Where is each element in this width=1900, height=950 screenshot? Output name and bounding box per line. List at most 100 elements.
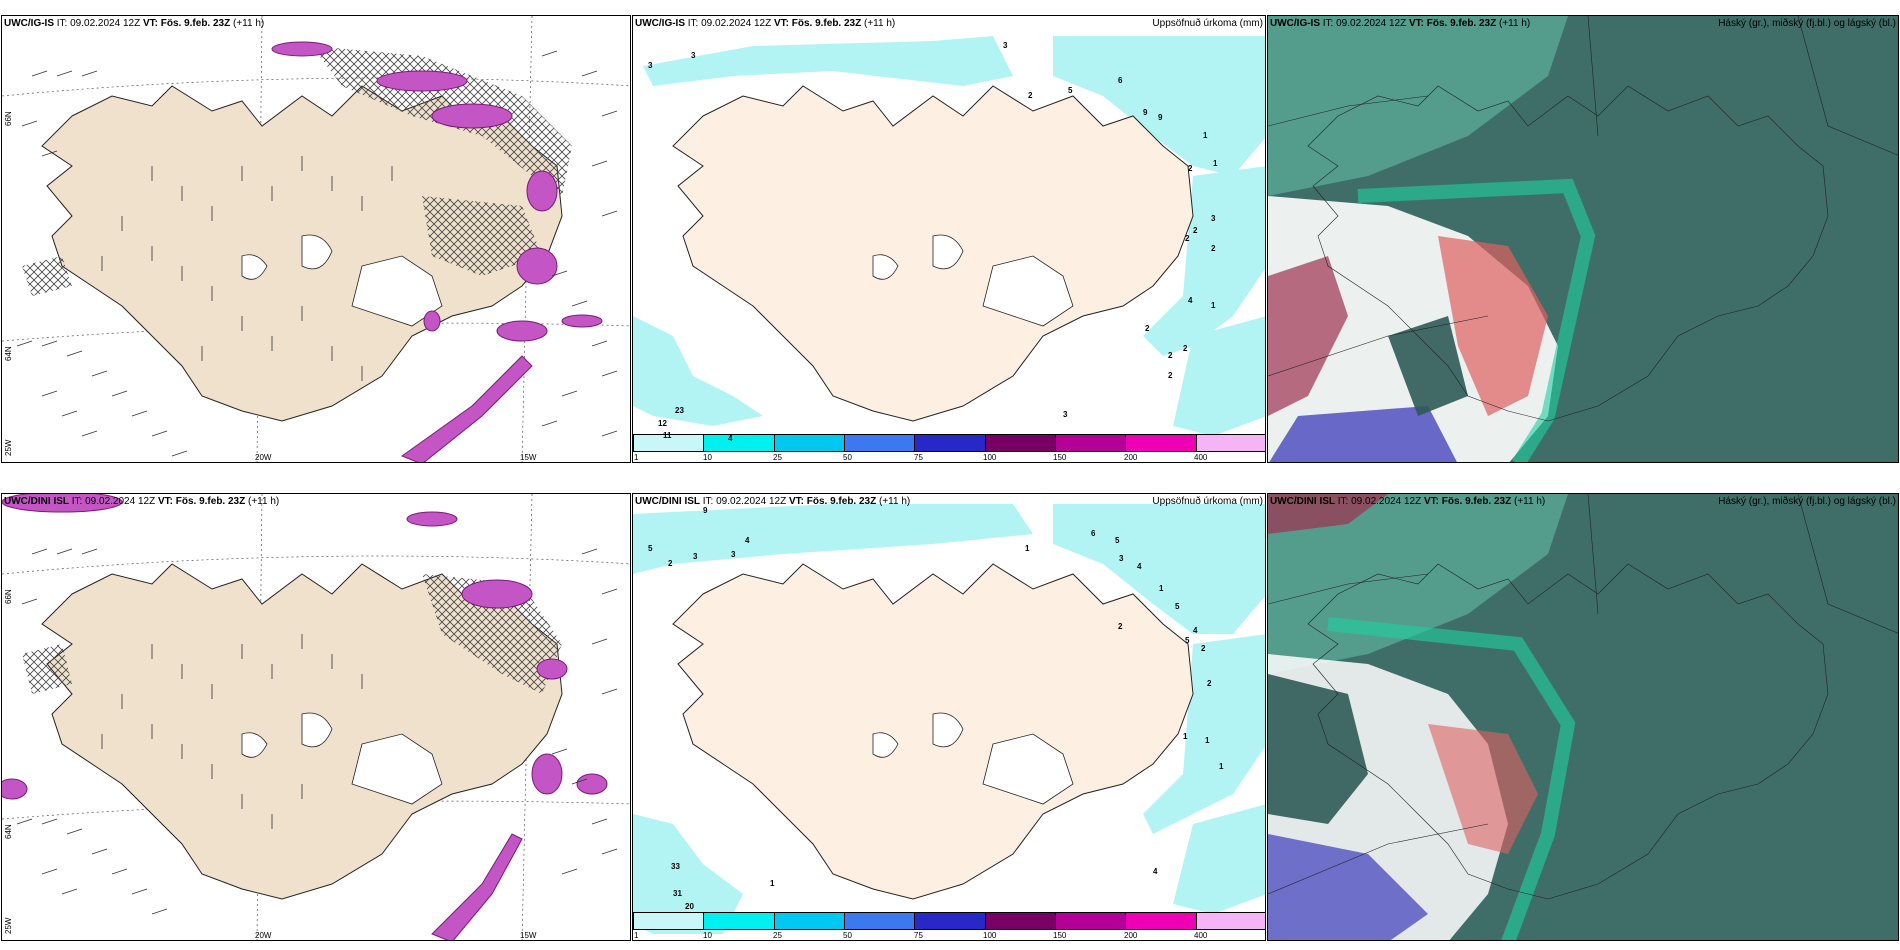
colorbar-label: 10 bbox=[703, 931, 712, 940]
row1-cloud-title: Háský (gr.), miðský (fj.bl.) og lágský (… bbox=[1718, 18, 1896, 29]
row2-precip-title: Uppsöfnuð úrkoma (mm) bbox=[1152, 496, 1263, 507]
precip-contour-label: 2 bbox=[668, 559, 673, 568]
row1-wind-map bbox=[2, 16, 630, 462]
lat-label-64: 64N bbox=[4, 824, 13, 839]
colorbar-label: 75 bbox=[914, 931, 923, 940]
precip-contour-label: 3 bbox=[691, 51, 696, 60]
colorbar-label: 1 bbox=[634, 453, 639, 462]
precip-contour-label: 3 bbox=[1063, 410, 1068, 419]
row2-colorbar bbox=[633, 912, 1265, 930]
precip-contour-label: 9 bbox=[703, 506, 708, 515]
row1-cloud-header: UWC/IG-IS IT: 09.02.2024 12Z VT: Fös. 9.… bbox=[1270, 18, 1531, 29]
precip-contour-label: 2 bbox=[1185, 234, 1190, 243]
wind-barbs bbox=[16, 50, 618, 457]
precip-contour-label: 6 bbox=[1118, 76, 1123, 85]
row1-cloud-panel: UWC/IG-IS IT: 09.02.2024 12Z VT: Fös. 9.… bbox=[1267, 15, 1899, 463]
row2-cloud-title: Háský (gr.), miðský (fj.bl.) og lágský (… bbox=[1718, 496, 1896, 507]
precip-contour-label: 3 bbox=[693, 552, 698, 561]
precip-contour-label: 3 bbox=[1003, 41, 1008, 50]
lon-label-25: 25W bbox=[4, 917, 13, 934]
precip-contour-label: 2 bbox=[1168, 371, 1173, 380]
row1-colorbar bbox=[633, 434, 1265, 452]
colorbar-label: 400 bbox=[1194, 931, 1208, 940]
precip-contour-label: 4 bbox=[728, 434, 733, 443]
precip-contour-label: 3 bbox=[1119, 554, 1124, 563]
lon-label-15: 15W bbox=[520, 453, 537, 462]
row2-precip-map bbox=[633, 494, 1265, 940]
lat-label-66: 66N bbox=[4, 589, 13, 604]
precip-contour-label: 2 bbox=[1145, 324, 1150, 333]
precip-contour-label: 31 bbox=[673, 889, 682, 898]
precip-contour-label: 1 bbox=[1205, 736, 1210, 745]
precip-contour-label: 5 bbox=[1115, 536, 1120, 545]
precip-contour-label: 11 bbox=[663, 431, 672, 440]
lon-label-20: 20W bbox=[255, 453, 272, 462]
colorbar-label: 200 bbox=[1124, 931, 1138, 940]
colorbar-label: 400 bbox=[1194, 453, 1208, 462]
precip-contour-label: 3 bbox=[648, 61, 653, 70]
precip-contour-label: 2 bbox=[1207, 679, 1212, 688]
precip-contour-label: 2 bbox=[1183, 344, 1188, 353]
colorbar-label: 50 bbox=[843, 453, 852, 462]
precip-contour-label: 1 bbox=[1203, 131, 1208, 140]
precip-contour-label: 4 bbox=[745, 536, 750, 545]
colorbar-label: 25 bbox=[773, 453, 782, 462]
precip-contour-label: 2 bbox=[1211, 244, 1216, 253]
precip-contour-label: 4 bbox=[1153, 867, 1158, 876]
precip-contour-label: 1 bbox=[1219, 762, 1224, 771]
precip-contour-label: 6 bbox=[1091, 529, 1096, 538]
colorbar-label: 75 bbox=[914, 453, 923, 462]
row2-precip-header: UWC/DINI ISL IT: 09.02.2024 12Z VT: Fös.… bbox=[635, 496, 911, 507]
colorbar-label: 150 bbox=[1053, 453, 1067, 462]
precip-contour-label: 5 bbox=[1185, 636, 1190, 645]
precip-contour-label: 23 bbox=[675, 406, 684, 415]
precip-contour-label: 4 bbox=[1137, 562, 1142, 571]
row2-cloud-map bbox=[1268, 494, 1898, 940]
precip-contour-label: 2 bbox=[1168, 351, 1173, 360]
lon-label-25: 25W bbox=[4, 439, 13, 456]
precip-contour-label: 2 bbox=[1201, 644, 1206, 653]
colorbar-label: 10 bbox=[703, 453, 712, 462]
colorbar-label: 150 bbox=[1053, 931, 1067, 940]
precip-contour-label: 1 bbox=[1025, 544, 1030, 553]
precip-contour-label: 2 bbox=[1118, 622, 1123, 631]
row1-precip-map bbox=[633, 16, 1265, 462]
row2-wind-panel: UWC/DINI ISL IT: 09.02.2024 12Z VT: Fös.… bbox=[1, 493, 631, 941]
precip-contour-label: 1 bbox=[1159, 584, 1164, 593]
precip-contour-label: 2 bbox=[1188, 164, 1193, 173]
precip-contour-label: 1 bbox=[1183, 732, 1188, 741]
row1-cloud-map bbox=[1268, 16, 1898, 462]
row2-precip-panel: UWC/DINI ISL IT: 09.02.2024 12Z VT: Fös.… bbox=[632, 493, 1266, 941]
row1-precip-header: UWC/IG-IS IT: 09.02.2024 12Z VT: Fös. 9.… bbox=[635, 18, 896, 29]
row1-wind-header: UWC/IG-IS IT: 09.02.2024 12Z VT: Fös. 9.… bbox=[4, 18, 265, 29]
precip-contour-label: 5 bbox=[648, 544, 653, 553]
precip-contour-label: 5 bbox=[1175, 602, 1180, 611]
precip-contour-label: 5 bbox=[1068, 86, 1073, 95]
row2-wind-map bbox=[2, 494, 630, 940]
lon-label-15: 15W bbox=[520, 931, 537, 940]
colorbar-label: 100 bbox=[983, 453, 997, 462]
precip-contour-label: 3 bbox=[1211, 214, 1216, 223]
precip-contour-label: 12 bbox=[658, 419, 667, 428]
colorbar-label: 1 bbox=[634, 931, 639, 940]
lat-label-66: 66N bbox=[4, 111, 13, 126]
precip-contour-label: 20 bbox=[685, 902, 694, 911]
precip-contour-label: 2 bbox=[1193, 226, 1198, 235]
colorbar-label: 25 bbox=[773, 931, 782, 940]
precip-contour-label: 4 bbox=[1188, 296, 1193, 305]
precip-contour-label: 2 bbox=[1028, 91, 1033, 100]
precip-contour-label: 9 bbox=[1158, 113, 1163, 122]
row2-wind-header: UWC/DINI ISL IT: 09.02.2024 12Z VT: Fös.… bbox=[4, 496, 280, 507]
precip-contour-label: 4 bbox=[1193, 626, 1198, 635]
row1-wind-panel: UWC/IG-IS IT: 09.02.2024 12Z VT: Fös. 9.… bbox=[1, 15, 631, 463]
precip-contour-label: 1 bbox=[1211, 301, 1216, 310]
precip-contour-label: 1 bbox=[1213, 159, 1218, 168]
row1-precip-panel: UWC/IG-IS IT: 09.02.2024 12Z VT: Fös. 9.… bbox=[632, 15, 1266, 463]
row2-cloud-panel: UWC/DINI ISL IT: 09.02.2024 12Z VT: Fös.… bbox=[1267, 493, 1899, 941]
precip-contour-label: 9 bbox=[1143, 108, 1148, 117]
colorbar-label: 100 bbox=[983, 931, 997, 940]
row1-precip-title: Uppsöfnuð úrkoma (mm) bbox=[1152, 18, 1263, 29]
precip-contour-label: 3 bbox=[731, 550, 736, 559]
colorbar-label: 50 bbox=[843, 931, 852, 940]
precip-contour-label: 1 bbox=[770, 879, 775, 888]
